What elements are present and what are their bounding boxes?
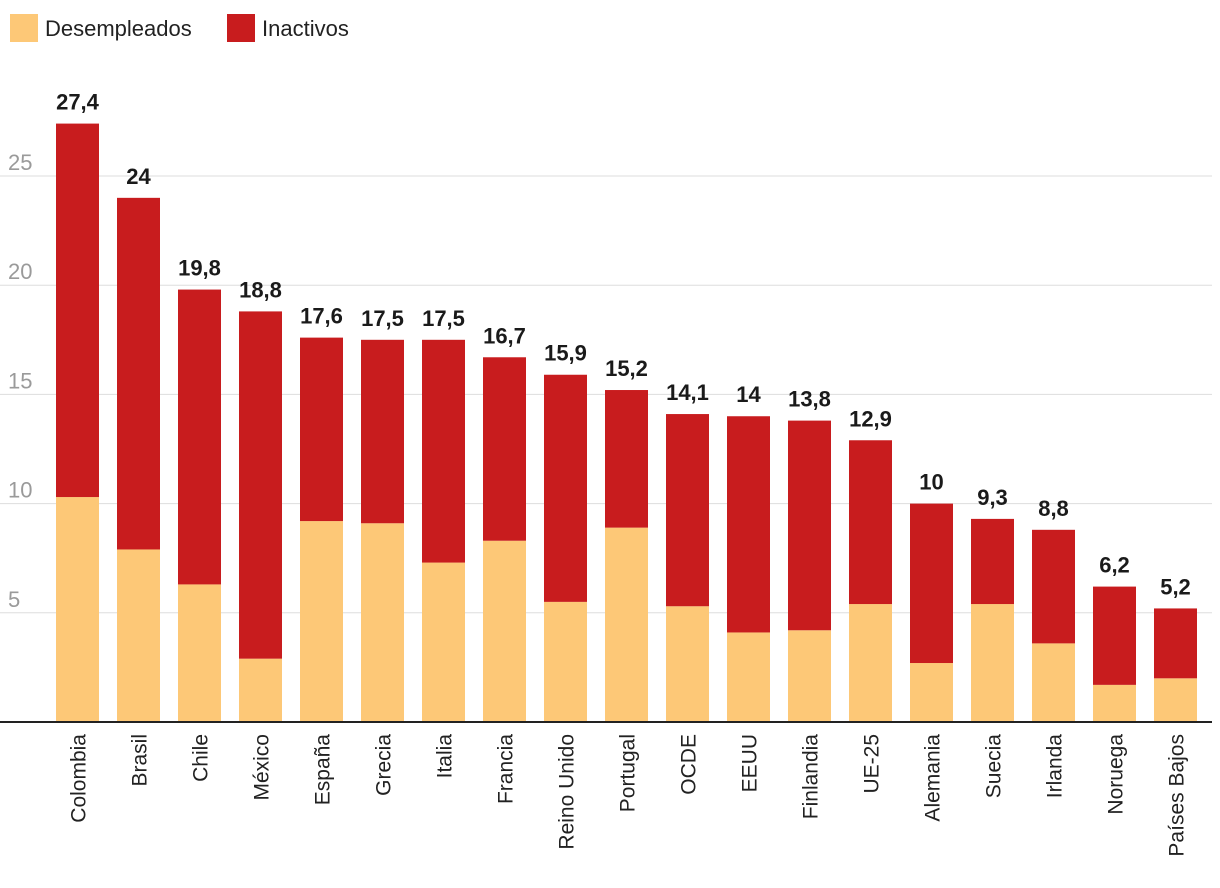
bar-inactivos-13 bbox=[849, 440, 892, 605]
total-label: 17,5 bbox=[361, 306, 404, 331]
x-tick-label: Países Bajos bbox=[1166, 734, 1189, 857]
total-labels: 27,4 24 19,8 18,8 17,6 17,5 17,5 16,7 15,9 15,2 14… bbox=[56, 90, 1191, 600]
bar-inactivos-2 bbox=[178, 289, 221, 585]
bar-desempleados-7 bbox=[483, 540, 526, 722]
bar-inactivos-6 bbox=[422, 339, 465, 563]
y-tick-label: 25 bbox=[8, 150, 32, 175]
bar-desempleados-6 bbox=[422, 562, 465, 722]
legend-label-desempleados: Desempleados bbox=[45, 16, 192, 41]
x-tick-label: Noruega bbox=[1105, 734, 1128, 815]
x-tick-label: Grecia bbox=[373, 734, 396, 796]
x-tick-label: Portugal bbox=[617, 734, 640, 812]
x-tick-label: OCDE bbox=[678, 734, 701, 795]
y-tick-label: 5 bbox=[8, 587, 20, 612]
x-tick-label: México bbox=[251, 734, 274, 801]
bar-desempleados-14 bbox=[910, 663, 953, 722]
total-label: 24 bbox=[126, 164, 151, 189]
x-tick-label: Irlanda bbox=[1044, 734, 1067, 799]
bar-desempleados-4 bbox=[300, 521, 343, 722]
total-label: 8,8 bbox=[1038, 496, 1069, 521]
bar-desempleados-17 bbox=[1093, 684, 1136, 722]
bar-inactivos-3 bbox=[239, 311, 282, 659]
total-label: 15,2 bbox=[605, 356, 648, 381]
y-axis: 5 10 15 20 25 bbox=[8, 150, 32, 612]
bar-desempleados-1 bbox=[117, 549, 160, 722]
total-label: 18,8 bbox=[239, 277, 282, 302]
total-label: 10 bbox=[919, 470, 943, 495]
legend-swatch-inactivos bbox=[227, 14, 255, 42]
x-tick-label: EEUU bbox=[739, 734, 762, 792]
bar-desempleados-12 bbox=[788, 630, 831, 722]
x-tick-label: Italia bbox=[434, 734, 457, 779]
x-tick-label: Brasil bbox=[129, 734, 152, 787]
bar-inactivos-12 bbox=[788, 420, 831, 631]
x-tick-label: Alemania bbox=[922, 734, 945, 822]
x-tick-label: Reino Unido bbox=[556, 734, 579, 850]
total-label: 19,8 bbox=[178, 256, 221, 281]
y-tick-label: 20 bbox=[8, 259, 32, 284]
bar-desempleados-13 bbox=[849, 604, 892, 722]
bar-inactivos-18 bbox=[1154, 608, 1197, 679]
bar-inactivos-17 bbox=[1093, 586, 1136, 685]
bars bbox=[56, 123, 1197, 722]
x-tick-label: España bbox=[312, 734, 335, 806]
bar-desempleados-0 bbox=[56, 497, 99, 722]
bar-inactivos-7 bbox=[483, 357, 526, 541]
x-axis: Colombia Brasil Chile México España Grecia Ita… bbox=[68, 734, 1189, 857]
bar-desempleados-9 bbox=[605, 527, 648, 722]
total-label: 12,9 bbox=[849, 406, 892, 431]
legend: Desempleados Inactivos bbox=[10, 14, 349, 42]
total-label: 14,1 bbox=[666, 380, 709, 405]
bar-desempleados-8 bbox=[544, 601, 587, 722]
legend-swatch-desempleados bbox=[10, 14, 38, 42]
total-label: 9,3 bbox=[977, 485, 1008, 510]
bar-desempleados-15 bbox=[971, 604, 1014, 722]
bar-desempleados-10 bbox=[666, 606, 709, 722]
bar-inactivos-8 bbox=[544, 374, 587, 602]
bar-inactivos-15 bbox=[971, 518, 1014, 605]
total-label: 6,2 bbox=[1099, 553, 1130, 578]
x-tick-label: Suecia bbox=[983, 734, 1006, 799]
total-label: 5,2 bbox=[1160, 574, 1191, 599]
total-label: 15,9 bbox=[544, 341, 587, 366]
legend-label-inactivos: Inactivos bbox=[262, 16, 349, 41]
bar-inactivos-14 bbox=[910, 503, 953, 664]
bar-desempleados-11 bbox=[727, 632, 770, 722]
bar-desempleados-3 bbox=[239, 658, 282, 722]
bar-inactivos-9 bbox=[605, 390, 648, 528]
bar-inactivos-4 bbox=[300, 337, 343, 522]
y-tick-label: 15 bbox=[8, 368, 32, 393]
bar-inactivos-11 bbox=[727, 416, 770, 633]
total-label: 27,4 bbox=[56, 90, 100, 115]
x-tick-label: Francia bbox=[495, 734, 518, 804]
x-tick-label: UE-25 bbox=[861, 734, 884, 794]
bar-inactivos-5 bbox=[361, 339, 404, 524]
x-tick-label: Colombia bbox=[68, 734, 91, 823]
bar-inactivos-1 bbox=[117, 197, 160, 550]
x-tick-label: Chile bbox=[190, 734, 213, 782]
bar-desempleados-2 bbox=[178, 584, 221, 722]
x-tick-label: Finlandia bbox=[800, 734, 823, 820]
bar-desempleados-16 bbox=[1032, 643, 1075, 722]
total-label: 16,7 bbox=[483, 323, 526, 348]
total-label: 13,8 bbox=[788, 387, 831, 412]
bar-desempleados-5 bbox=[361, 523, 404, 722]
total-label: 17,5 bbox=[422, 306, 465, 331]
bar-inactivos-0 bbox=[56, 123, 99, 498]
total-label: 17,6 bbox=[300, 304, 343, 329]
total-label: 14 bbox=[736, 382, 761, 407]
bar-inactivos-16 bbox=[1032, 529, 1075, 644]
y-tick-label: 10 bbox=[8, 478, 32, 503]
bar-inactivos-10 bbox=[666, 414, 709, 607]
bar-desempleados-18 bbox=[1154, 678, 1197, 722]
